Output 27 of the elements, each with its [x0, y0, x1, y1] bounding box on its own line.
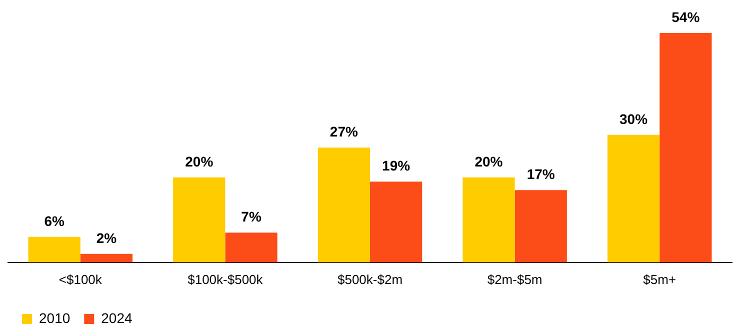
- x-tick-label: $500k-$2m: [337, 272, 403, 287]
- bar: [370, 182, 422, 262]
- bar: [225, 232, 278, 262]
- bar: [462, 177, 515, 262]
- bar: [607, 134, 660, 262]
- data-label: 2%: [96, 230, 118, 246]
- data-label: 20%: [185, 153, 214, 170]
- bar: [28, 236, 80, 262]
- bar: [173, 177, 226, 262]
- bar: [318, 148, 370, 262]
- legend-label: 2010: [39, 310, 70, 326]
- bar: [660, 32, 712, 262]
- x-tick-label: $5m+: [643, 272, 676, 287]
- legend-label: 2024: [101, 310, 133, 326]
- x-tick-label: <$100k: [58, 272, 102, 287]
- data-label: 54%: [672, 8, 700, 25]
- data-label: 19%: [382, 158, 411, 174]
- data-label: 20%: [474, 153, 504, 170]
- data-label: 7%: [241, 208, 262, 225]
- data-label: 27%: [330, 124, 358, 140]
- x-tick-label: $2m-$5m: [487, 272, 542, 287]
- data-label: 6%: [44, 212, 66, 229]
- bar: [514, 190, 567, 262]
- bar: [80, 254, 133, 262]
- x-tick-label: $100k-$500k: [188, 272, 264, 287]
- data-label: 30%: [620, 110, 648, 127]
- data-label: 17%: [526, 166, 556, 182]
